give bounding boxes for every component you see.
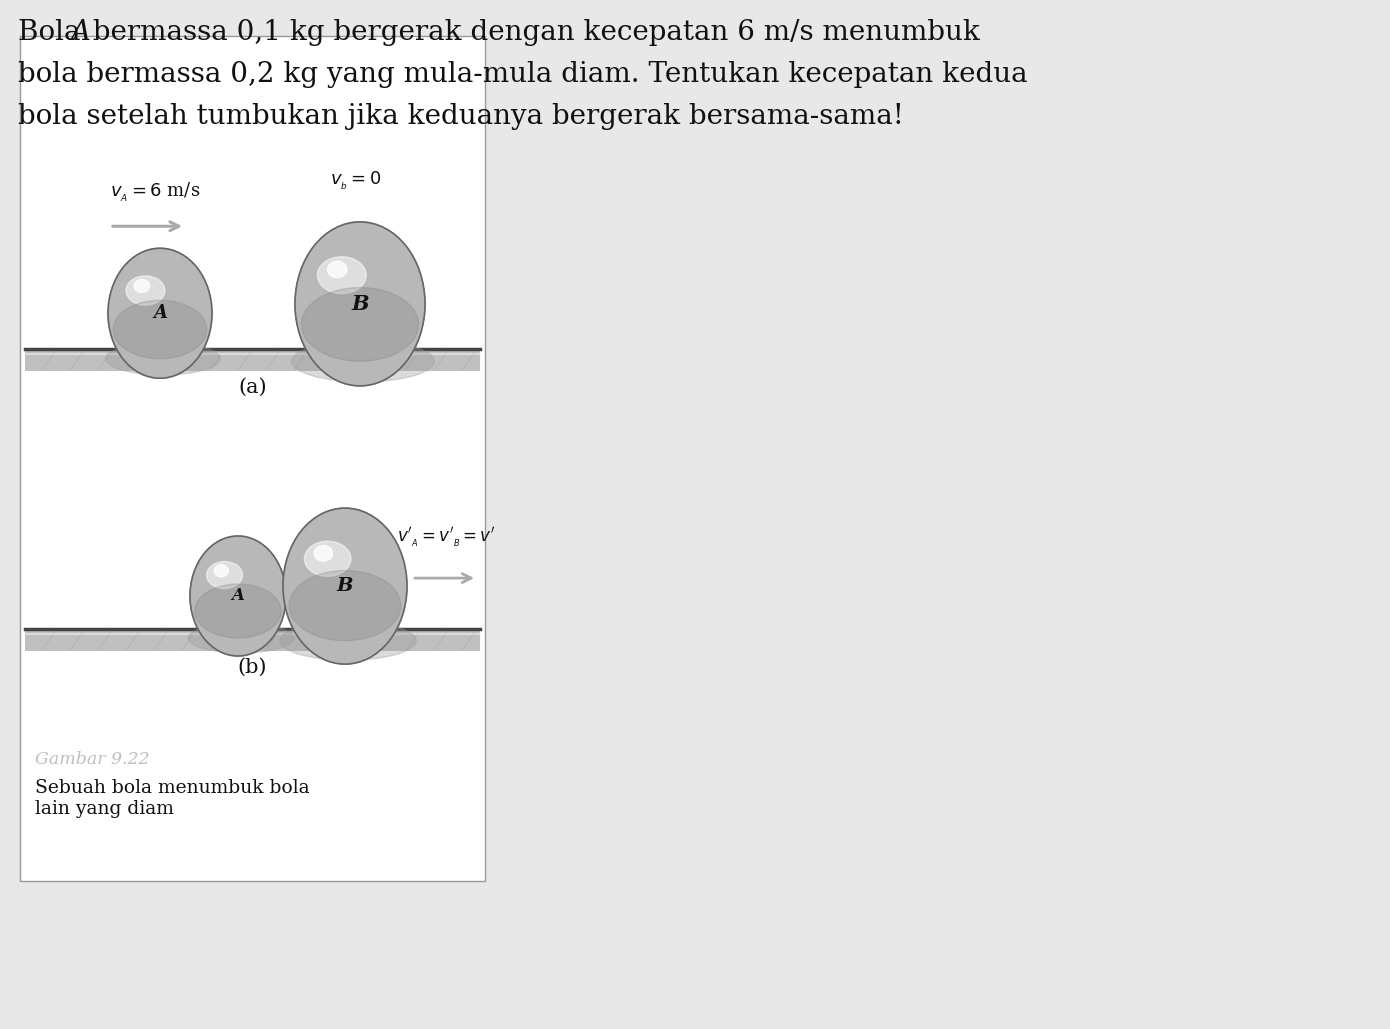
Ellipse shape bbox=[302, 532, 388, 641]
Ellipse shape bbox=[292, 341, 435, 382]
Ellipse shape bbox=[317, 257, 366, 293]
Text: A: A bbox=[232, 588, 245, 604]
Ellipse shape bbox=[314, 247, 406, 361]
Ellipse shape bbox=[200, 548, 277, 644]
Ellipse shape bbox=[190, 536, 286, 657]
Ellipse shape bbox=[108, 248, 213, 379]
Ellipse shape bbox=[327, 563, 364, 609]
Ellipse shape bbox=[204, 554, 271, 638]
Ellipse shape bbox=[210, 560, 267, 632]
Ellipse shape bbox=[307, 539, 382, 633]
Ellipse shape bbox=[129, 275, 192, 352]
Ellipse shape bbox=[295, 222, 425, 386]
Ellipse shape bbox=[113, 255, 207, 371]
Ellipse shape bbox=[195, 584, 281, 638]
Ellipse shape bbox=[309, 239, 411, 369]
Ellipse shape bbox=[214, 566, 261, 626]
Ellipse shape bbox=[133, 281, 186, 346]
Ellipse shape bbox=[188, 623, 293, 653]
Ellipse shape bbox=[224, 578, 253, 614]
Ellipse shape bbox=[154, 307, 165, 320]
Text: Gambar 9.22: Gambar 9.22 bbox=[35, 751, 150, 768]
Ellipse shape bbox=[214, 565, 228, 577]
Text: (b): (b) bbox=[238, 658, 267, 676]
Ellipse shape bbox=[190, 536, 286, 657]
Ellipse shape bbox=[145, 293, 175, 332]
Ellipse shape bbox=[304, 541, 350, 576]
Ellipse shape bbox=[289, 570, 400, 641]
Ellipse shape bbox=[295, 222, 425, 386]
Text: B: B bbox=[336, 577, 353, 595]
Text: bola bermassa 0,2 kg yang mula-mula diam. Tentukan kecepatan kedua: bola bermassa 0,2 kg yang mula-mula diam… bbox=[18, 61, 1027, 88]
Ellipse shape bbox=[195, 542, 281, 650]
Text: bermassa 0,1 kg bergerak dengan kecepatan 6 m/s menumbuk: bermassa 0,1 kg bergerak dengan kecepata… bbox=[83, 19, 980, 46]
Ellipse shape bbox=[353, 295, 367, 312]
Bar bbox=[25, 629, 480, 651]
Ellipse shape bbox=[334, 271, 386, 336]
Ellipse shape bbox=[289, 516, 400, 657]
Ellipse shape bbox=[118, 261, 202, 365]
Text: A: A bbox=[153, 305, 167, 322]
Ellipse shape bbox=[321, 255, 399, 353]
Ellipse shape bbox=[279, 622, 416, 661]
Ellipse shape bbox=[314, 547, 377, 625]
Ellipse shape bbox=[348, 287, 373, 320]
Ellipse shape bbox=[284, 508, 407, 664]
Ellipse shape bbox=[234, 590, 243, 602]
Ellipse shape bbox=[108, 248, 213, 379]
Ellipse shape bbox=[341, 279, 379, 328]
Text: bola setelah tumbukan jika keduanya bergerak bersama-sama!: bola setelah tumbukan jika keduanya berg… bbox=[18, 103, 904, 130]
Text: $v_{_b} = 0$: $v_{_b} = 0$ bbox=[329, 170, 381, 191]
Text: A: A bbox=[70, 19, 90, 46]
Ellipse shape bbox=[328, 261, 348, 278]
Bar bbox=[25, 349, 480, 371]
Ellipse shape bbox=[150, 300, 171, 326]
Text: $v'_{_A} = v'_{_B} = v'$: $v'_{_A} = v'_{_B} = v'$ bbox=[398, 526, 496, 551]
Text: $v_{_A} = 6$ m/s: $v_{_A} = 6$ m/s bbox=[110, 181, 200, 204]
Ellipse shape bbox=[284, 508, 407, 664]
Ellipse shape bbox=[332, 570, 357, 602]
Ellipse shape bbox=[328, 262, 392, 345]
Ellipse shape bbox=[302, 230, 418, 378]
Ellipse shape bbox=[302, 287, 418, 361]
Ellipse shape bbox=[139, 287, 181, 340]
Ellipse shape bbox=[113, 300, 207, 359]
Ellipse shape bbox=[320, 555, 370, 617]
Ellipse shape bbox=[126, 276, 165, 306]
Ellipse shape bbox=[133, 280, 150, 292]
Ellipse shape bbox=[228, 584, 247, 608]
Ellipse shape bbox=[106, 343, 220, 375]
Text: (a): (a) bbox=[238, 378, 267, 396]
Ellipse shape bbox=[218, 572, 257, 620]
Ellipse shape bbox=[339, 578, 352, 594]
Ellipse shape bbox=[207, 562, 243, 589]
Ellipse shape bbox=[296, 524, 395, 648]
Ellipse shape bbox=[314, 545, 332, 561]
FancyBboxPatch shape bbox=[19, 36, 485, 881]
Text: Bola: Bola bbox=[18, 19, 89, 46]
Ellipse shape bbox=[124, 268, 196, 359]
Text: Sebuah bola menumbuk bola
lain yang diam: Sebuah bola menumbuk bola lain yang diam bbox=[35, 779, 310, 818]
Text: B: B bbox=[352, 294, 368, 314]
